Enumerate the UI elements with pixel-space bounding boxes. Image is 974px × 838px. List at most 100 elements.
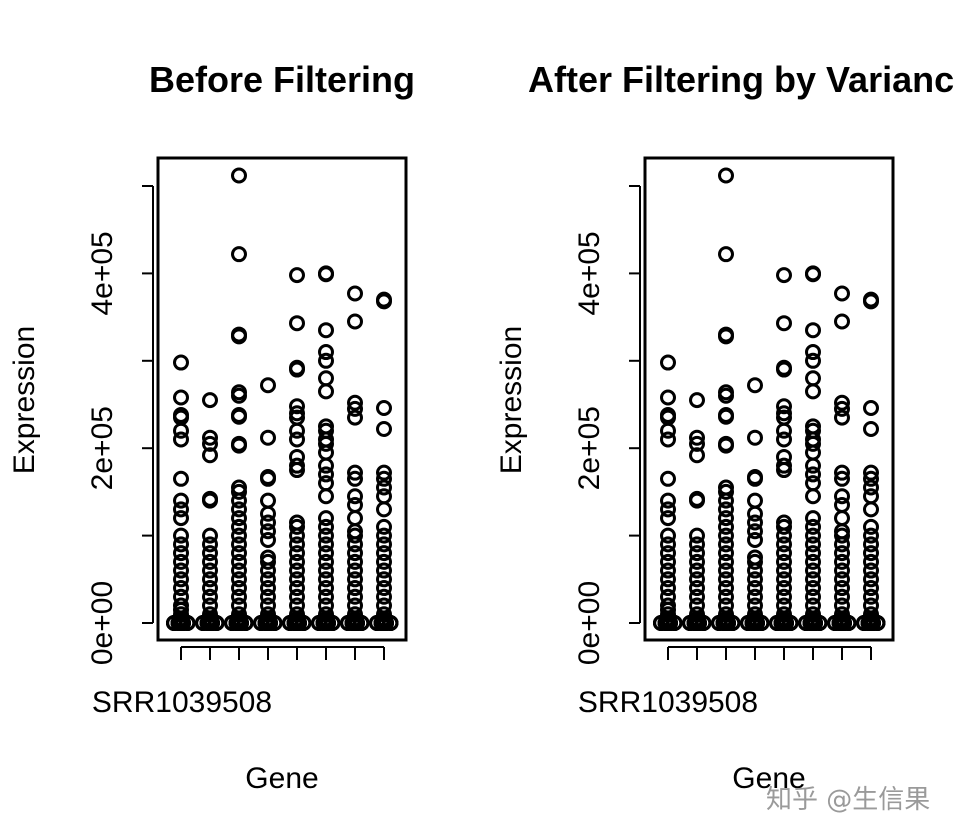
- data-point: [805, 265, 821, 282]
- data-point: [237, 615, 254, 631]
- data-point: [805, 588, 821, 605]
- data-point: [660, 501, 676, 518]
- data-point: [260, 571, 276, 588]
- data-point: [695, 615, 712, 631]
- data-point: [376, 420, 392, 437]
- data-point: [689, 447, 705, 464]
- data-point: [289, 514, 305, 531]
- data-point: [318, 588, 334, 605]
- data-point: [834, 394, 850, 411]
- data-point: [202, 553, 218, 570]
- data-point: [289, 448, 305, 465]
- data-point: [805, 383, 821, 400]
- data-point: [318, 518, 334, 535]
- data-point: [202, 392, 218, 409]
- data-point: [260, 588, 276, 605]
- data-point: [863, 420, 879, 437]
- data-point: [689, 490, 705, 507]
- data-point: [231, 527, 247, 544]
- data-point: [295, 615, 312, 631]
- data-point: [689, 597, 705, 614]
- data-point: [811, 615, 828, 631]
- data-point: [173, 406, 189, 423]
- watermark-text: 知乎 @生信果: [766, 785, 930, 815]
- data-point: [318, 527, 334, 544]
- data-point: [376, 545, 392, 562]
- data-point: [834, 400, 850, 417]
- data-point: [231, 246, 247, 263]
- data-point: [318, 418, 334, 435]
- data-point: [289, 553, 305, 570]
- data-point: [747, 580, 763, 597]
- data-point: [805, 322, 821, 339]
- data-point: [376, 518, 392, 535]
- data-point: [376, 597, 392, 614]
- data-point: [689, 527, 705, 544]
- data-point: [660, 354, 676, 371]
- data-point: [347, 571, 363, 588]
- data-point: [289, 457, 305, 474]
- data-point: [724, 615, 741, 631]
- data-point: [718, 545, 734, 562]
- data-point: [805, 536, 821, 553]
- data-point: [747, 571, 763, 588]
- chart-title: After Filtering by Varianc: [528, 59, 954, 100]
- data-point: [231, 384, 247, 401]
- data-point: [202, 562, 218, 579]
- data-point: [289, 398, 305, 415]
- y-axis-label: Expression: [495, 326, 528, 474]
- data-point: [689, 571, 705, 588]
- data-point: [347, 562, 363, 579]
- data-point: [747, 588, 763, 605]
- data-point: [260, 597, 276, 614]
- data-point: [376, 291, 392, 308]
- data-point: [747, 377, 763, 394]
- data-point: [231, 435, 247, 452]
- data-point: [776, 431, 792, 448]
- data-point: [776, 562, 792, 579]
- data-point: [834, 510, 850, 527]
- data-point: [776, 448, 792, 465]
- data-point: [747, 549, 763, 566]
- data-point: [776, 597, 792, 614]
- data-point: [318, 466, 334, 483]
- data-point: [179, 615, 196, 631]
- data-point: [718, 384, 734, 401]
- data-point: [260, 469, 276, 486]
- data-point: [747, 429, 763, 446]
- data-point: [776, 267, 792, 284]
- data-point: [660, 553, 676, 570]
- data-point: [318, 545, 334, 562]
- data-point: [863, 545, 879, 562]
- panel-before-filtering: Before Filtering Expression Gene 0e+00 2e…: [8, 59, 415, 795]
- data-point: [747, 492, 763, 509]
- y-tick-label: 0e+00: [573, 581, 606, 665]
- data-point: [689, 435, 705, 452]
- data-point: [173, 492, 189, 509]
- data-point: [173, 597, 189, 614]
- data-point: [718, 536, 734, 553]
- data-point: [173, 580, 189, 597]
- data-point: [776, 359, 792, 376]
- data-point: [718, 510, 734, 527]
- data-point: [376, 488, 392, 505]
- x-axis-label: Gene: [732, 762, 805, 795]
- plot-frame: [156, 156, 408, 642]
- data-point: [347, 545, 363, 562]
- data-point: [776, 571, 792, 588]
- data-point: [202, 527, 218, 544]
- data-point: [747, 597, 763, 614]
- data-point: [231, 597, 247, 614]
- data-point: [376, 501, 392, 518]
- data-point: [231, 580, 247, 597]
- data-point: [805, 457, 821, 474]
- data-point: [260, 505, 276, 522]
- data-point: [231, 553, 247, 570]
- data-point: [202, 571, 218, 588]
- data-point: [202, 435, 218, 452]
- data-point: [776, 536, 792, 553]
- data-point: [805, 545, 821, 562]
- data-point: [318, 571, 334, 588]
- data-point: [266, 615, 283, 631]
